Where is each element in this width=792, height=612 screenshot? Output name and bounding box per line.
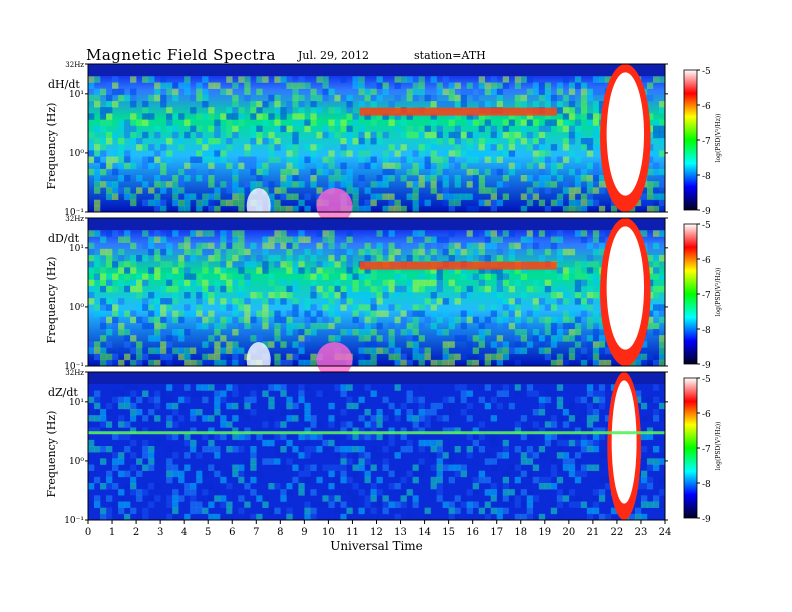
x-tick-label: 13: [394, 527, 407, 538]
x-tick-label: 7: [253, 527, 259, 538]
panel-dD-dt: 32Hz 10¹ 10⁰ 10⁻¹ dD/dt Frequency (Hz) -5 -6 -7 -…: [45, 215, 722, 378]
colorbar-tick-label: -6: [702, 410, 711, 420]
y-tick-label: 10¹: [69, 90, 84, 100]
low-freq-burst: [316, 342, 353, 378]
colorbar-tick-label: -8: [702, 480, 711, 490]
colorbar-tick-label: -7: [702, 291, 711, 301]
colorbar-tick-label: -9: [702, 207, 711, 217]
low-freq-burst: [316, 188, 353, 224]
x-tick-label: 22: [611, 527, 624, 538]
y-axis-label: Frequency (Hz): [45, 257, 58, 344]
y-tick-label: 32Hz: [65, 369, 84, 377]
narrowband-emission: [359, 261, 557, 270]
x-tick-label: 5: [205, 527, 211, 538]
high-freq-band: [88, 218, 665, 230]
event-core: [611, 380, 637, 504]
high-freq-band: [88, 64, 665, 76]
colorbar: [683, 377, 698, 519]
y-tick-label: 10⁻¹: [64, 516, 84, 526]
colorbar-tick-label: -7: [702, 445, 711, 455]
colorbar-tick-label: -5: [702, 375, 711, 385]
y-tick-label: 10⁰: [69, 303, 84, 313]
x-tick-label: 17: [490, 527, 503, 538]
x-tick-label: 14: [418, 527, 431, 538]
x-tick-label: 9: [301, 527, 307, 538]
x-tick-label: 4: [181, 527, 187, 538]
panel-label: dH/dt: [48, 78, 80, 91]
y-tick-label: 10⁰: [69, 457, 84, 467]
colorbar-tick-label: -6: [702, 102, 711, 112]
x-tick-label: 11: [346, 527, 359, 538]
low-freq-burst: [246, 342, 271, 378]
x-tick-label: 23: [635, 527, 648, 538]
figure-date: Jul. 29, 2012: [298, 49, 369, 62]
x-tick-label: 19: [538, 527, 551, 538]
figure-title: Magnetic Field Spectra: [86, 46, 276, 64]
panel-frame: [87, 217, 666, 367]
colorbar-tick-label: -8: [702, 326, 711, 336]
narrowband-emission: [359, 107, 557, 116]
high-freq-band: [88, 372, 665, 384]
y-tick-label: 10¹: [69, 398, 84, 408]
colorbar-label: log(PSD(V²/Hz)): [715, 268, 722, 317]
x-tick-label: 24: [659, 527, 672, 538]
colorbar-tick-label: -5: [702, 221, 711, 231]
x-tick-label: 0: [85, 527, 91, 538]
x-tick-label: 6: [229, 527, 235, 538]
x-tick-label: 15: [442, 527, 455, 538]
y-axis-label: Frequency (Hz): [45, 411, 58, 498]
y-tick-label: 10⁻¹: [64, 362, 84, 372]
colorbar-tick-label: -9: [702, 361, 711, 371]
y-tick-label: 10¹: [69, 244, 84, 254]
colorbar-tick-label: -7: [702, 137, 711, 147]
colorbar-tick-label: -5: [702, 67, 711, 77]
x-tick-label: 12: [370, 527, 383, 538]
x-tick-label: 16: [466, 527, 479, 538]
y-tick-label: 32Hz: [65, 215, 84, 223]
narrowband-line: [88, 431, 665, 435]
x-tick-label: 2: [133, 527, 139, 538]
x-tick-label: 21: [587, 527, 600, 538]
y-axis-label: Frequency (Hz): [45, 103, 58, 190]
panel-frame: [87, 63, 666, 213]
x-tick-label: 18: [514, 527, 527, 538]
panel-dZ-dt: 32Hz 10¹ 10⁰ 10⁻¹ dZ/dt Frequency (Hz) -5 -6 -7 -…: [45, 369, 722, 526]
y-tick-label: 10⁰: [69, 149, 84, 159]
colorbar-label: log(PSD(V²/Hz)): [715, 114, 722, 163]
colorbar-tick-label: -6: [702, 256, 711, 266]
x-tick-label: 8: [277, 527, 283, 538]
event-core: [606, 226, 645, 350]
figure-station: station=ATH: [414, 49, 486, 62]
x-axis-label: Universal Time: [330, 539, 423, 553]
colorbar-tick-label: -8: [702, 172, 711, 182]
y-tick-label: 32Hz: [65, 61, 84, 69]
x-tick-label: 10: [322, 527, 335, 538]
colorbar: [683, 223, 698, 365]
x-tick-label: 1: [109, 527, 115, 538]
y-tick-label: 10⁻¹: [64, 208, 84, 218]
x-tick-label: 20: [562, 527, 575, 538]
panel-label: dZ/dt: [48, 386, 78, 399]
colorbar: [683, 69, 698, 211]
panel-dH-dt: 32Hz 10¹ 10⁰ 10⁻¹ dH/dt Frequency (Hz) -5 -6 -7 -…: [45, 61, 722, 224]
x-tick-label: 3: [157, 527, 163, 538]
low-freq-burst: [246, 188, 271, 224]
colorbar-label: log(PSD(V²/Hz)): [715, 422, 722, 471]
colorbar-tick-label: -9: [702, 515, 711, 525]
panel-label: dD/dt: [48, 232, 80, 245]
event-core: [606, 72, 645, 196]
